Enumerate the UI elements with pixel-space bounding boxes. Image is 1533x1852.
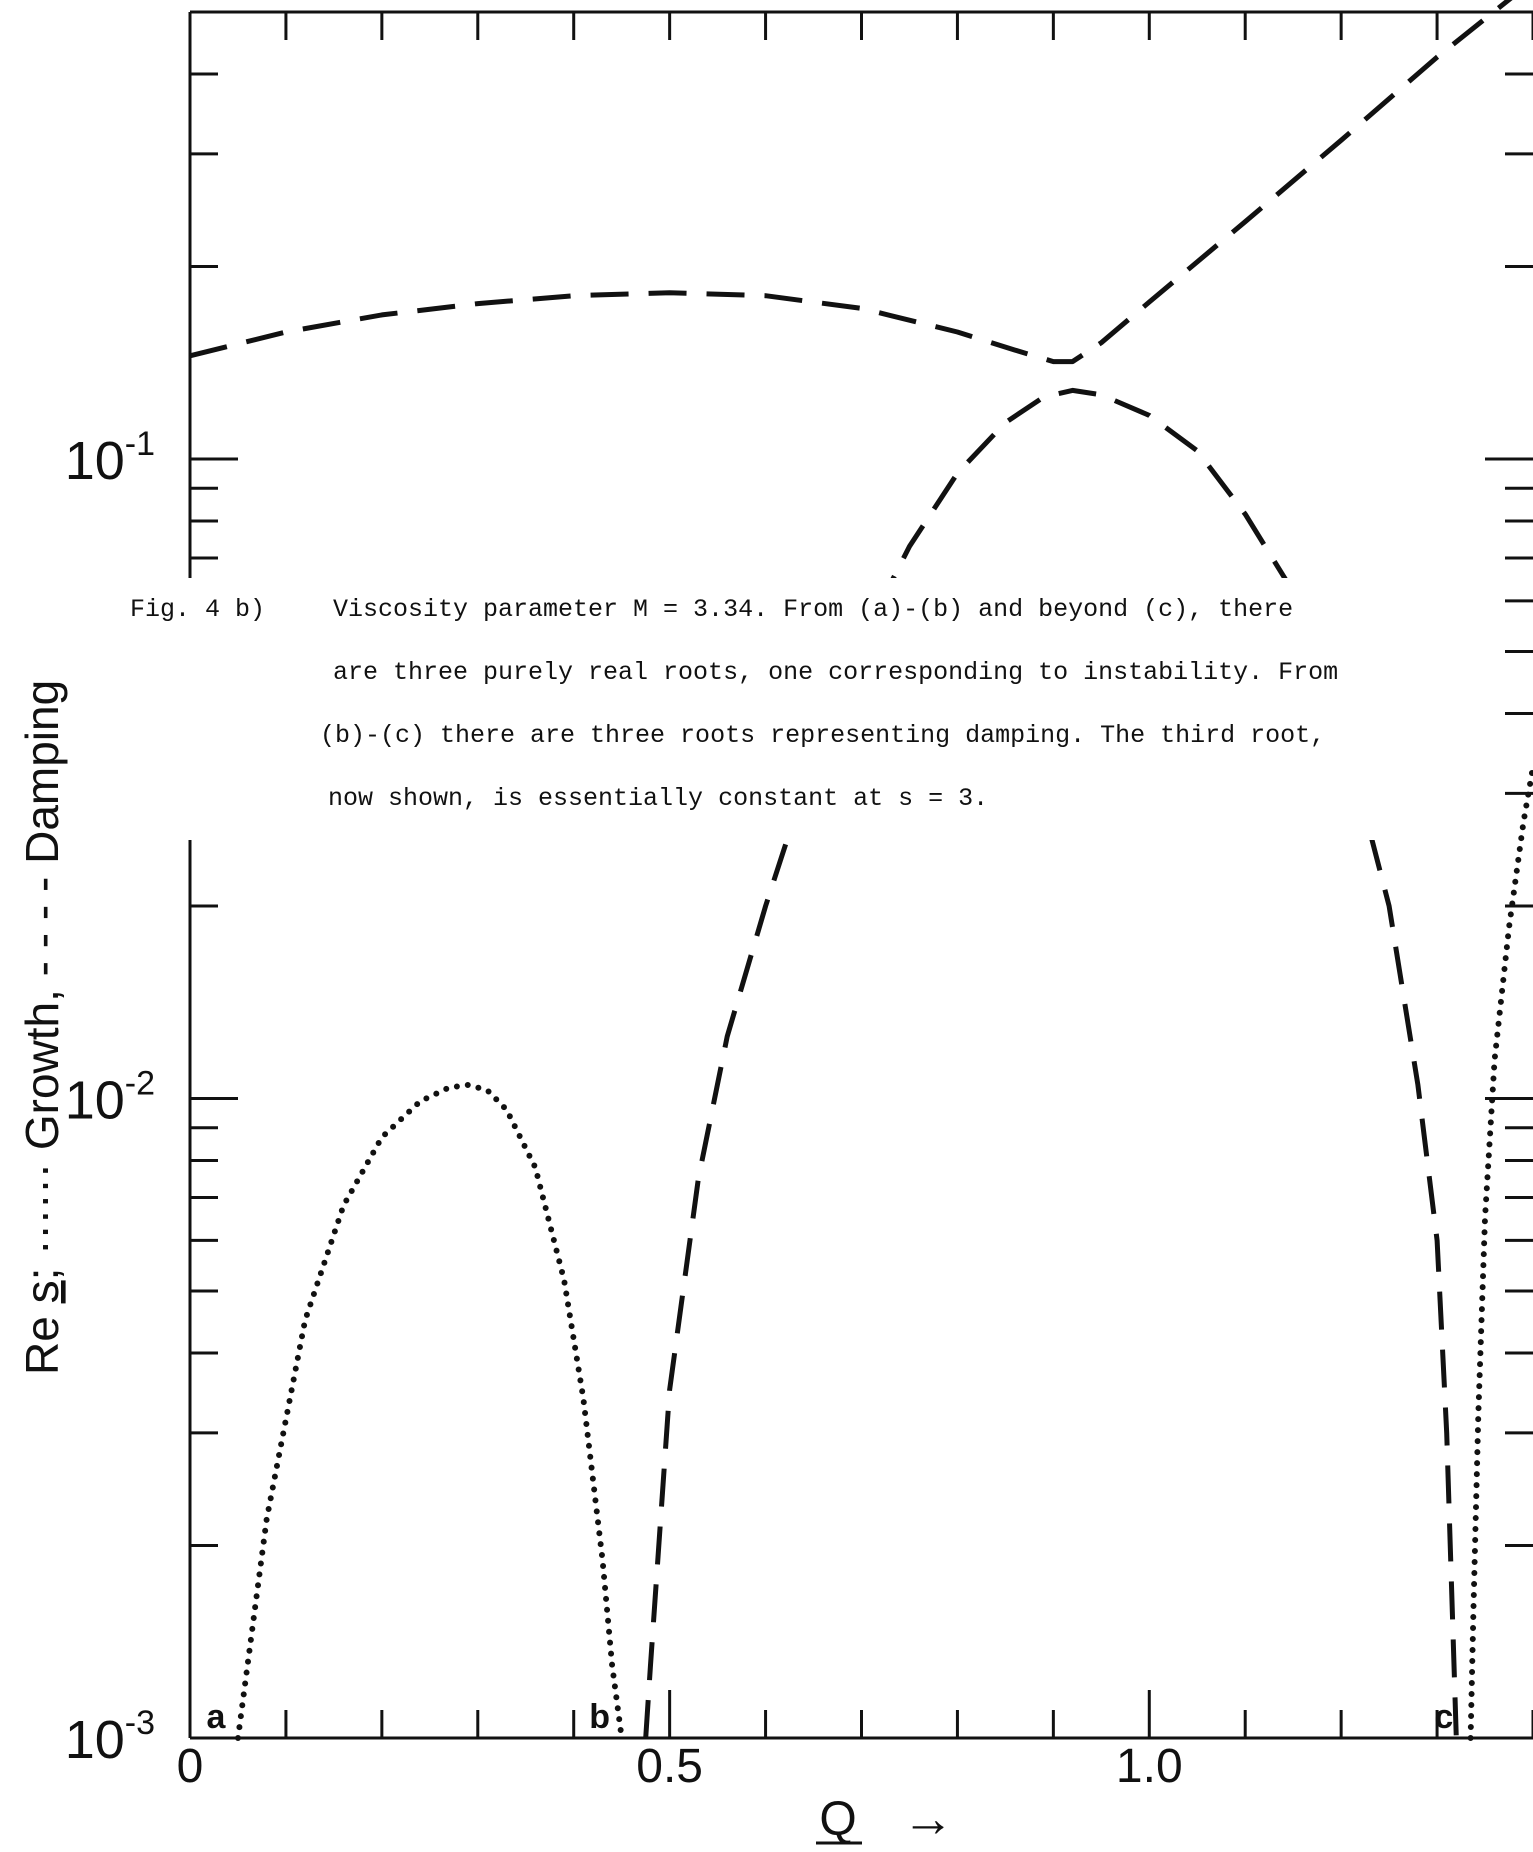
data-series xyxy=(189,0,1533,1741)
series-line-4-growth xyxy=(1467,763,1533,1741)
point-label-b: b xyxy=(589,1698,610,1736)
axis-ticks xyxy=(188,10,1533,1740)
point-label-c: c xyxy=(1434,1698,1453,1736)
caption-background xyxy=(120,578,1500,840)
y-tick-label: 10-1 xyxy=(65,425,155,491)
figure-caption: Fig. 4 b) Viscosity parameter M = 3.34. … xyxy=(130,595,1338,813)
point-labels: a b c xyxy=(207,1698,1454,1736)
caption-line-4: now shown, is essentially constant at s … xyxy=(328,784,988,813)
y-axis-label: Re s; ······ Growth, - - - - Damping xyxy=(16,680,68,1375)
caption-label: Fig. 4 b) xyxy=(130,595,265,624)
x-tick-label: 0 xyxy=(177,1740,204,1793)
x-tick-label: 1.0 xyxy=(1116,1740,1183,1793)
x-axis-label-group: Q → xyxy=(816,1790,954,1848)
plot-frame xyxy=(188,10,1533,1740)
caption-line-2: are three purely real roots, one corresp… xyxy=(333,658,1338,687)
y-tick-label: 10-2 xyxy=(65,1064,155,1130)
point-label-a: a xyxy=(207,1698,227,1736)
x-axis-label: Q xyxy=(819,1793,856,1846)
y-tick-label: 10-3 xyxy=(65,1704,155,1770)
y-tick-labels: 10-3 10-2 10-1 xyxy=(65,425,155,1770)
x-tick-label: 0.5 xyxy=(636,1740,703,1793)
caption-line-3: (b)-(c) there are three roots representi… xyxy=(320,721,1325,750)
x-tick-labels: 0 0.5 1.0 xyxy=(177,1740,1183,1793)
caption-line-1: Viscosity parameter M = 3.34. From (a)-(… xyxy=(333,595,1293,624)
x-axis-arrow: → xyxy=(902,1790,954,1848)
series-line-1-growth xyxy=(235,1081,625,1741)
series-line-2-damping xyxy=(189,0,1513,365)
